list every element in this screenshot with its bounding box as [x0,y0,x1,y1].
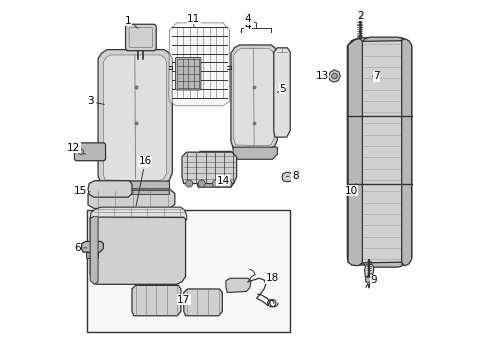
Polygon shape [233,49,274,146]
Text: 12: 12 [67,143,85,154]
Text: 9: 9 [368,275,376,285]
Circle shape [78,149,83,155]
Text: 17: 17 [177,295,190,305]
Bar [93,252,98,258]
Text: 6: 6 [74,243,86,253]
Polygon shape [346,38,411,265]
Polygon shape [183,289,222,316]
Polygon shape [362,262,402,267]
Polygon shape [182,152,236,184]
Polygon shape [328,70,340,82]
Polygon shape [93,190,169,194]
Text: 7: 7 [372,71,379,81]
Polygon shape [364,264,373,277]
Polygon shape [103,55,166,181]
Polygon shape [282,172,293,182]
Polygon shape [401,39,411,266]
Text: 3: 3 [87,96,104,107]
Polygon shape [230,45,277,149]
Polygon shape [88,189,175,208]
Text: 13: 13 [315,71,328,81]
Circle shape [198,180,205,187]
Polygon shape [105,181,169,194]
Text: 10: 10 [344,184,357,196]
Polygon shape [90,216,98,284]
Bar [85,252,90,258]
Circle shape [331,73,337,79]
Circle shape [212,180,219,187]
Polygon shape [168,23,229,106]
Polygon shape [233,147,277,159]
Text: 2: 2 [357,11,363,23]
Text: 11: 11 [187,14,200,26]
Polygon shape [362,37,402,41]
Text: 5: 5 [277,84,285,94]
Polygon shape [225,278,250,293]
Text: 4: 4 [244,14,256,24]
Polygon shape [132,285,181,316]
Polygon shape [273,48,290,137]
Text: 18: 18 [264,273,279,283]
Polygon shape [88,181,132,197]
Text: 16: 16 [136,157,151,206]
Polygon shape [81,242,103,252]
Text: 4: 4 [241,21,251,32]
Polygon shape [347,39,362,266]
Text: 14: 14 [216,176,229,186]
Text: 15: 15 [73,186,90,197]
FancyBboxPatch shape [74,143,105,161]
Circle shape [185,180,192,187]
Polygon shape [197,152,233,187]
FancyBboxPatch shape [357,12,361,16]
Polygon shape [98,50,172,184]
FancyBboxPatch shape [175,58,201,90]
FancyBboxPatch shape [125,24,156,51]
Text: 1: 1 [125,16,138,28]
Bar [86,210,290,332]
Text: 8: 8 [286,171,298,181]
FancyBboxPatch shape [365,277,371,282]
Polygon shape [90,207,186,220]
Circle shape [224,180,231,187]
Polygon shape [90,209,185,284]
